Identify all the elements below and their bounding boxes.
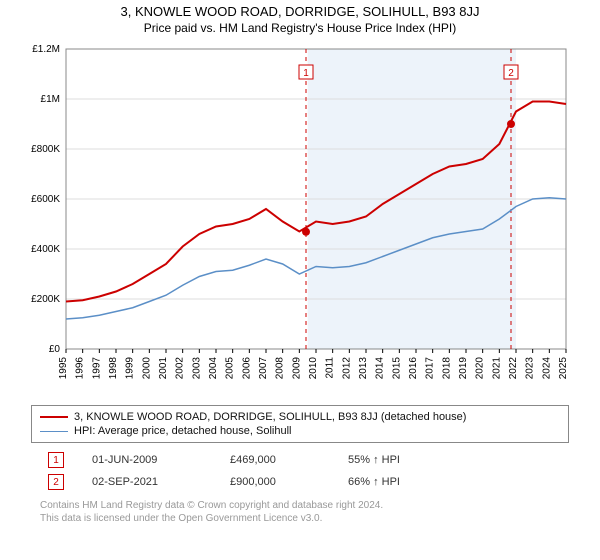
svg-text:2012: 2012 <box>341 357 352 380</box>
legend-label: HPI: Average price, detached house, Soli… <box>74 425 292 437</box>
svg-text:£1M: £1M <box>41 94 60 105</box>
legend-label: 3, KNOWLE WOOD ROAD, DORRIDGE, SOLIHULL,… <box>74 411 466 423</box>
svg-text:£400K: £400K <box>31 244 60 255</box>
svg-text:2020: 2020 <box>475 357 486 380</box>
svg-text:2004: 2004 <box>208 357 219 380</box>
svg-text:2013: 2013 <box>358 357 369 380</box>
legend-swatch <box>40 416 68 418</box>
svg-text:2003: 2003 <box>191 357 202 380</box>
marker-date: 02-SEP-2021 <box>92 476 202 488</box>
chart-title: 3, KNOWLE WOOD ROAD, DORRIDGE, SOLIHULL,… <box>120 4 479 19</box>
footer-note: Contains HM Land Registry data © Crown c… <box>32 499 568 525</box>
marker-price: £469,000 <box>230 454 320 466</box>
footer-line2: This data is licensed under the Open Gov… <box>40 512 560 525</box>
svg-text:2023: 2023 <box>525 357 536 380</box>
marker-price: £900,000 <box>230 476 320 488</box>
legend-item: 3, KNOWLE WOOD ROAD, DORRIDGE, SOLIHULL,… <box>40 410 560 424</box>
legend-item: HPI: Average price, detached house, Soli… <box>40 424 560 438</box>
svg-text:2005: 2005 <box>225 357 236 380</box>
svg-text:2024: 2024 <box>541 357 552 380</box>
marker-badge: 1 <box>48 452 64 468</box>
svg-text:2015: 2015 <box>391 357 402 380</box>
svg-text:2009: 2009 <box>291 357 302 380</box>
svg-text:2019: 2019 <box>458 357 469 380</box>
legend-box: 3, KNOWLE WOOD ROAD, DORRIDGE, SOLIHULL,… <box>31 405 569 443</box>
svg-text:2010: 2010 <box>308 357 319 380</box>
legend-swatch <box>40 431 68 432</box>
svg-text:2: 2 <box>508 68 514 79</box>
svg-text:2011: 2011 <box>325 357 336 379</box>
svg-text:£600K: £600K <box>31 194 60 205</box>
svg-text:2022: 2022 <box>508 357 519 380</box>
svg-text:£0: £0 <box>49 344 61 355</box>
svg-text:2017: 2017 <box>425 357 436 380</box>
chart-svg: £0 £200K £400K £600K £800K £1M £1.2M 1995 1996 19… <box>20 39 580 399</box>
svg-text:1998: 1998 <box>108 357 119 380</box>
marker-pct: 66% ↑ HPI <box>348 476 448 488</box>
svg-text:2014: 2014 <box>375 357 386 380</box>
svg-text:1996: 1996 <box>75 357 86 380</box>
svg-text:1997: 1997 <box>91 357 102 380</box>
svg-text:1999: 1999 <box>125 357 136 380</box>
svg-text:2021: 2021 <box>491 357 502 380</box>
marker-badge: 2 <box>48 474 64 490</box>
footer-line1: Contains HM Land Registry data © Crown c… <box>40 499 560 512</box>
svg-text:2001: 2001 <box>158 357 169 380</box>
marker-row: 1 01-JUN-2009 £469,000 55% ↑ HPI <box>40 449 560 471</box>
svg-text:2006: 2006 <box>241 357 252 380</box>
svg-text:2025: 2025 <box>558 357 569 380</box>
marker-pct: 55% ↑ HPI <box>348 454 448 466</box>
svg-text:2018: 2018 <box>441 357 452 380</box>
svg-text:2000: 2000 <box>141 357 152 380</box>
marker-row: 2 02-SEP-2021 £900,000 66% ↑ HPI <box>40 471 560 493</box>
markers-box: 1 01-JUN-2009 £469,000 55% ↑ HPI 2 02-SEP-202… <box>40 449 560 493</box>
svg-text:£200K: £200K <box>31 294 60 305</box>
svg-text:2007: 2007 <box>258 357 269 380</box>
chart-area: £0 £200K £400K £600K £800K £1M £1.2M 1995 1996 19… <box>20 39 580 399</box>
svg-text:1: 1 <box>303 68 309 79</box>
chart-subtitle: Price paid vs. HM Land Registry's House … <box>144 21 456 35</box>
svg-text:2008: 2008 <box>275 357 286 380</box>
svg-text:£1.2M: £1.2M <box>32 44 60 55</box>
chart-container: 3, KNOWLE WOOD ROAD, DORRIDGE, SOLIHULL,… <box>0 0 600 560</box>
svg-text:1995: 1995 <box>58 357 69 380</box>
svg-text:£800K: £800K <box>31 144 60 155</box>
svg-text:2016: 2016 <box>408 357 419 380</box>
marker-date: 01-JUN-2009 <box>92 454 202 466</box>
svg-text:2002: 2002 <box>175 357 186 380</box>
